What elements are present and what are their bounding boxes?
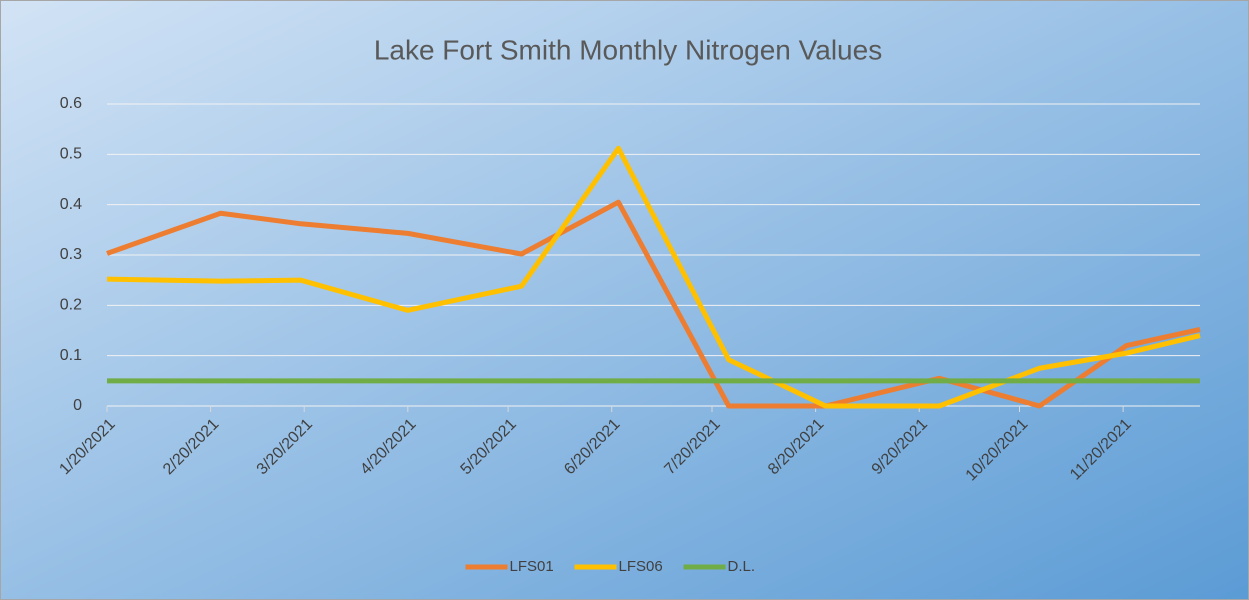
y-tick-label: 0.6	[60, 95, 82, 112]
y-tick-label: 0	[73, 397, 82, 414]
legend-label: LFS01	[510, 558, 554, 575]
y-tick-label: 0.3	[60, 246, 82, 263]
y-tick-label: 0.2	[60, 297, 82, 314]
legend-label: LFS06	[619, 558, 663, 575]
chart-title: Lake Fort Smith Monthly Nitrogen Values	[374, 34, 882, 65]
series-line	[106, 199, 1201, 409]
y-tick-label: 0.5	[60, 146, 82, 163]
y-tick-label: 0.4	[60, 196, 82, 213]
y-tick-label: 0.1	[60, 347, 82, 364]
series-line	[106, 145, 1201, 409]
legend-label: D.L.	[728, 558, 756, 575]
